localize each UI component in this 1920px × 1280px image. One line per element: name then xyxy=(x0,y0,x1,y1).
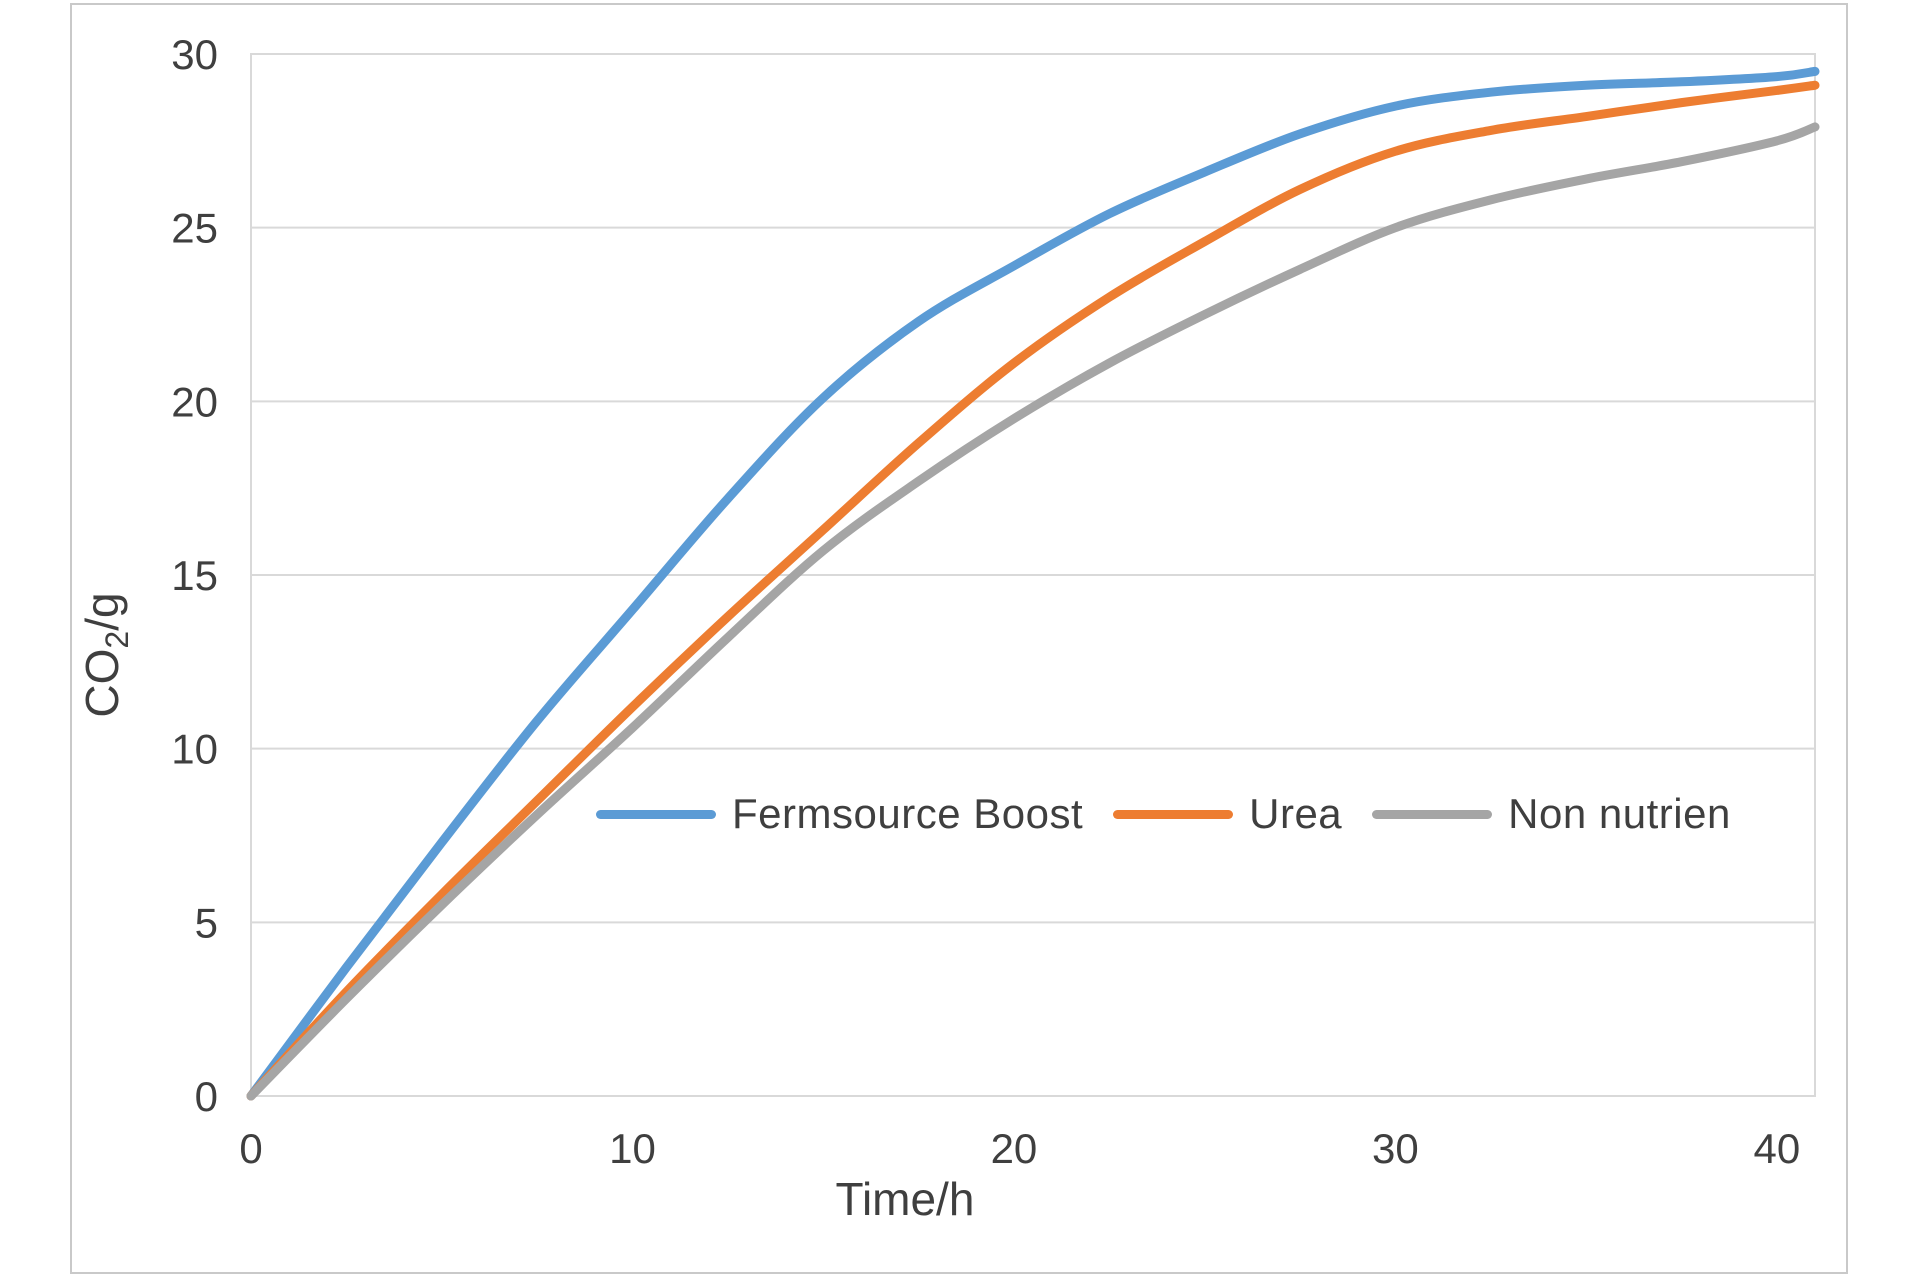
chart-legend: Fermsource Boost Urea Non nutrien xyxy=(596,790,1731,838)
chart-frame xyxy=(70,3,1848,1274)
y-axis-title-main: CO xyxy=(76,649,128,718)
y-axis-title: CO2/g xyxy=(76,592,135,717)
legend-label: Fermsource Boost xyxy=(732,790,1084,837)
legend-item-non-nutrien: Non nutrien xyxy=(1372,790,1731,838)
y-tick-label-10: 10 xyxy=(171,726,218,773)
x-tick-label-30: 30 xyxy=(1372,1125,1419,1172)
legend-swatch-icon xyxy=(596,809,716,819)
legend-item-fermsource-boost: Fermsource Boost xyxy=(596,790,1083,838)
x-tick-label-20: 20 xyxy=(991,1125,1038,1172)
x-tick-label-0: 0 xyxy=(239,1125,262,1172)
gridlines xyxy=(251,53,1815,1097)
series-line-fermsource-boost xyxy=(246,66,1820,1101)
y-axis-title-unit: /g xyxy=(76,592,128,630)
legend-item-urea: Urea xyxy=(1113,790,1342,838)
legend-label: Non nutrien xyxy=(1508,790,1731,837)
legend-swatch-icon xyxy=(1372,809,1493,819)
y-tick-label-20: 20 xyxy=(171,378,218,425)
y-tick-label-30: 30 xyxy=(171,31,218,78)
x-tick-label-10: 10 xyxy=(609,1125,656,1172)
plot-area-border xyxy=(250,53,1816,1097)
series-lines xyxy=(246,66,1820,1101)
x-tick-label-40: 40 xyxy=(1753,1125,1800,1172)
legend-swatch-icon xyxy=(1113,809,1234,819)
x-axis-tick-labels: 0 10 20 30 40 xyxy=(239,1125,1800,1172)
y-tick-label-15: 15 xyxy=(171,552,218,599)
y-tick-label-5: 5 xyxy=(195,899,218,946)
y-axis-tick-labels: 0 5 10 15 20 25 30 xyxy=(171,31,218,1120)
legend-label: Urea xyxy=(1249,790,1343,837)
y-tick-label-25: 25 xyxy=(171,205,218,252)
series-line-urea xyxy=(246,80,1820,1101)
series-line-non-nutrien xyxy=(246,122,1820,1101)
y-axis-title-subscript: 2 xyxy=(99,631,135,649)
x-axis-title: Time/h xyxy=(836,1173,975,1225)
y-tick-label-0: 0 xyxy=(195,1073,218,1120)
